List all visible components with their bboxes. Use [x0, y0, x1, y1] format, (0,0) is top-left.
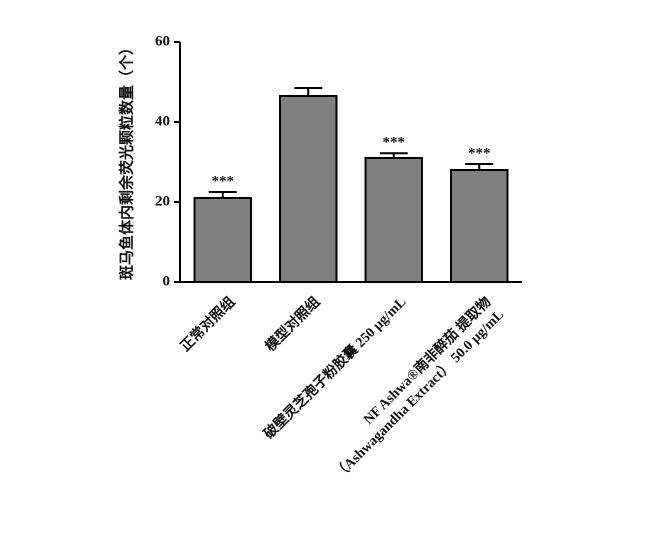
y-tick-label: 20 — [155, 193, 170, 209]
y-tick-label: 0 — [163, 273, 171, 289]
error-bar — [465, 163, 494, 170]
bar — [450, 169, 509, 283]
error-bar — [379, 152, 408, 158]
error-bar — [294, 87, 323, 96]
bar — [193, 197, 252, 283]
y-tick-label: 40 — [155, 113, 170, 129]
y-tick-label: 60 — [155, 33, 170, 49]
significance-label: *** — [212, 173, 235, 189]
significance-label: *** — [383, 135, 406, 151]
error-bar — [208, 191, 237, 198]
bar — [364, 157, 423, 283]
bar — [279, 95, 338, 283]
y-axis-label: 斑马鱼体内剩余荧光颗粒数量（个） — [117, 40, 135, 280]
significance-label: *** — [468, 145, 491, 161]
